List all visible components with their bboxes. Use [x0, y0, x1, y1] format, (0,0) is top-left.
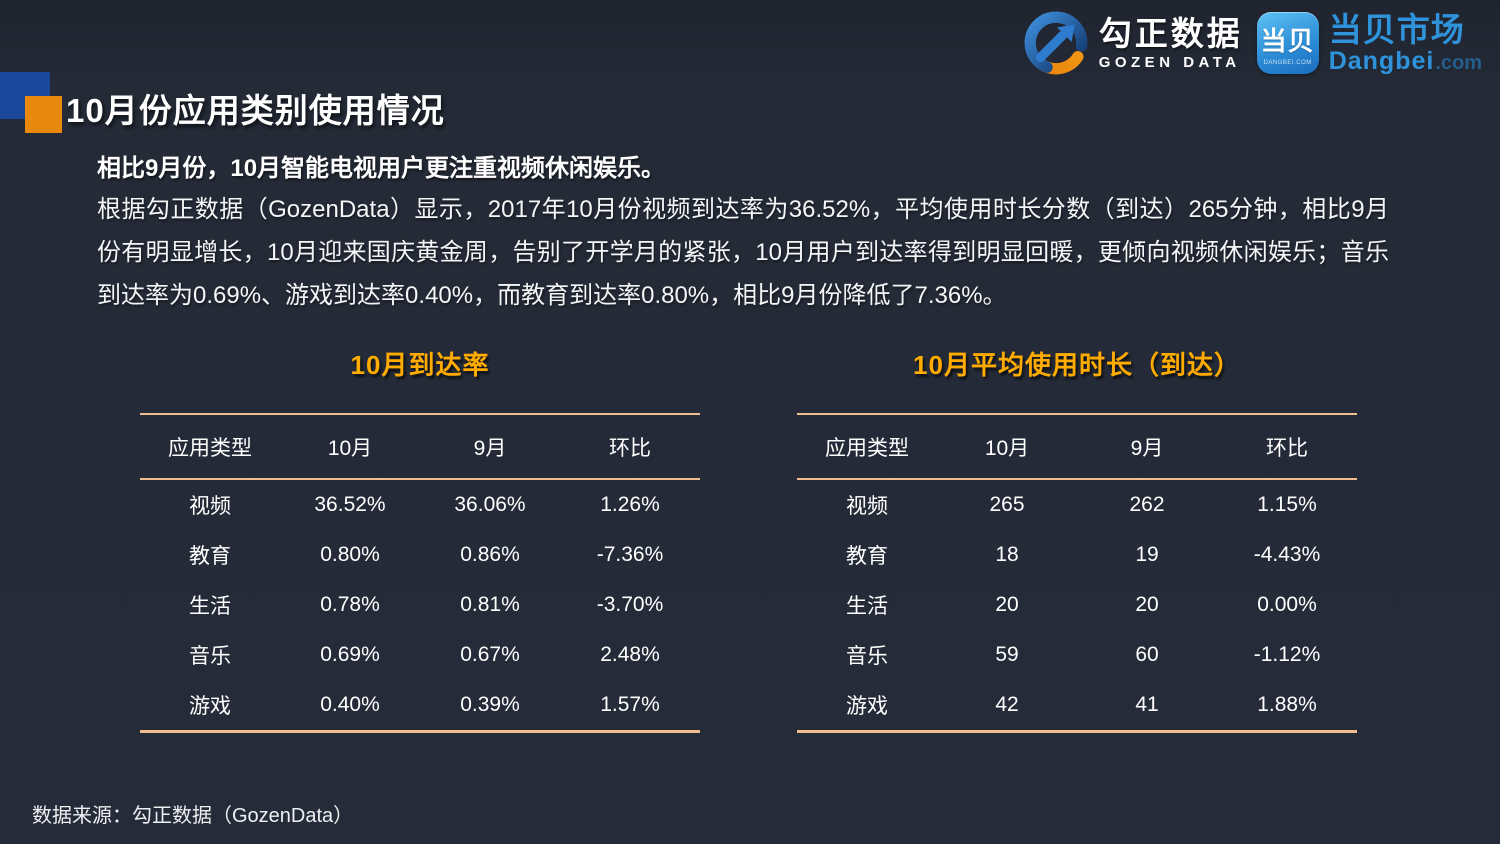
dangbei-name-latin: Dangbei	[1328, 46, 1435, 75]
dangbei-name-en: Dangbei .com	[1328, 46, 1482, 75]
table-row: 音乐 0.69% 0.67% 2.48%	[140, 630, 700, 680]
table-cell: 20	[1135, 593, 1159, 616]
table-row: 游戏 0.40% 0.39% 1.57%	[140, 680, 700, 732]
gozen-name-cn: 勾正数据	[1098, 14, 1243, 52]
dangbei-icon-subtext: DANGBEI.COM	[1263, 59, 1312, 66]
dangbei-icon-text: 当贝	[1260, 25, 1315, 56]
table-row: 游戏 42 41 1.88%	[797, 680, 1357, 732]
dangbei-logo-text: 当贝市场 Dangbei .com	[1329, 13, 1482, 74]
table-cell: 20	[995, 593, 1019, 616]
logo-bar: 勾正数据 GOZEN DATA 当贝 DANGBEI.COM 当贝市场 Dang…	[1023, 10, 1482, 76]
table-row: 视频 265 262 1.15%	[797, 479, 1357, 530]
usage-duration-section: 10月平均使用时长（到达） 应用类型 10月 9月 环比视频 265 262 1.15% 教育…	[797, 350, 1357, 733]
table-row: 生活 0.78% 0.81% -3.70%	[140, 580, 700, 630]
reach-rate-section: 10月到达率 应用类型 10月 9月 环比视频 36.52% 36.06% 1.26% 教育 0…	[140, 350, 700, 733]
table-cell: 游戏	[189, 695, 231, 718]
table-cell: 0.67%	[460, 643, 520, 666]
column-header: 9月	[473, 436, 507, 460]
usage-duration-table-container: 应用类型 10月 9月 环比视频 265 262 1.15% 教育 18 19 -4.43% 生活 20…	[797, 413, 1357, 733]
table-row: 视频 36.52% 36.06% 1.26%	[140, 479, 700, 530]
body-paragraph: 根据勾正数据（GozenData）显示，2017年10月份视频到达率为36.52…	[97, 196, 1389, 309]
table-cell: 教育	[846, 545, 888, 568]
table-cell: 19	[1135, 543, 1159, 566]
data-table: 应用类型 10月 9月 环比视频 265 262 1.15% 教育 18 19 -4.43% 生活 20…	[797, 413, 1357, 733]
table-cell: 视频	[189, 495, 231, 518]
table-cell: 1.88%	[1257, 693, 1317, 716]
subtitle: 相比9月份，10月智能电视用户更注重视频休闲娱乐。	[97, 155, 666, 182]
table-cell: 18	[995, 543, 1019, 566]
table-cell: -4.43%	[1253, 543, 1321, 566]
usage-duration-table-title: 10月平均使用时长（到达）	[913, 350, 1241, 380]
table-header-row: 应用类型 10月 9月 环比	[140, 414, 700, 479]
table-cell: 41	[1135, 693, 1159, 716]
table-cell: 1.57%	[600, 693, 660, 716]
table-cell: 42	[995, 693, 1019, 716]
table-cell: 教育	[189, 545, 231, 568]
column-header: 环比	[609, 436, 651, 460]
column-header: 环比	[1266, 436, 1308, 460]
title-marker-orange	[25, 96, 62, 133]
data-source: 数据来源：勾正数据（GozenData）	[32, 805, 354, 827]
table-cell: 音乐	[189, 645, 231, 668]
dangbei-logo: 当贝 DANGBEI.COM 当贝市场 Dangbei .com	[1256, 12, 1482, 74]
column-header: 9月	[1130, 436, 1164, 460]
table-cell: 262	[1129, 493, 1165, 516]
table-row: 生活 20 20 0.00%	[797, 580, 1357, 630]
table-cell: 生活	[189, 595, 231, 618]
table-cell: 0.86%	[460, 543, 520, 566]
column-header: 10月	[984, 436, 1030, 460]
data-table: 应用类型 10月 9月 环比视频 36.52% 36.06% 1.26% 教育 0.80% 0.8…	[140, 413, 700, 733]
table-cell: 60	[1135, 643, 1159, 666]
table-header-row: 应用类型 10月 9月 环比	[797, 414, 1357, 479]
table-cell: 游戏	[846, 695, 888, 718]
table-cell: 音乐	[846, 645, 888, 668]
table-cell: 2.48%	[600, 643, 660, 666]
table-cell: 生活	[846, 595, 888, 618]
reach-rate-table-container: 应用类型 10月 9月 环比视频 36.52% 36.06% 1.26% 教育 0.80% 0.8…	[140, 413, 700, 733]
reach-rate-table-title: 10月到达率	[350, 350, 490, 380]
table-cell: 0.69%	[320, 643, 380, 666]
dangbei-domain-suffix: .com	[1435, 51, 1482, 74]
gozen-logo: 勾正数据 GOZEN DATA	[1023, 10, 1243, 76]
column-header: 应用类型	[825, 436, 909, 460]
gozen-logo-icon	[1024, 11, 1088, 75]
column-header: 10月	[327, 436, 373, 460]
table-cell: 36.52%	[314, 493, 386, 516]
gozen-name-en: GOZEN DATA	[1098, 53, 1241, 71]
table-cell: 视频	[846, 495, 888, 518]
table-cell: 0.80%	[320, 543, 380, 566]
dangbei-name-cn: 当贝市场	[1328, 10, 1465, 48]
table-cell: 59	[995, 643, 1019, 666]
table-row: 教育 0.80% 0.86% -7.36%	[140, 530, 700, 580]
table-cell: -1.12%	[1253, 643, 1321, 666]
table-row: 音乐 59 60 -1.12%	[797, 630, 1357, 680]
table-cell: 0.78%	[320, 593, 380, 616]
table-cell: -3.70%	[596, 593, 664, 616]
dangbei-app-icon: 当贝 DANGBEI.COM	[1256, 12, 1319, 74]
table-cell: 0.40%	[320, 693, 380, 716]
table-cell: 265	[989, 493, 1025, 516]
table-cell: -7.36%	[596, 543, 664, 566]
table-cell: 0.00%	[1257, 593, 1317, 616]
table-row: 教育 18 19 -4.43%	[797, 530, 1357, 580]
table-cell: 36.06%	[454, 493, 526, 516]
table-cell: 0.81%	[460, 593, 520, 616]
table-cell: 1.15%	[1257, 493, 1317, 516]
table-cell: 1.26%	[600, 493, 660, 516]
gozen-logo-text: 勾正数据 GOZEN DATA	[1099, 17, 1243, 70]
table-cell: 0.39%	[460, 693, 520, 716]
page-title: 10月份应用类别使用情况	[66, 92, 445, 129]
column-header: 应用类型	[168, 436, 252, 460]
